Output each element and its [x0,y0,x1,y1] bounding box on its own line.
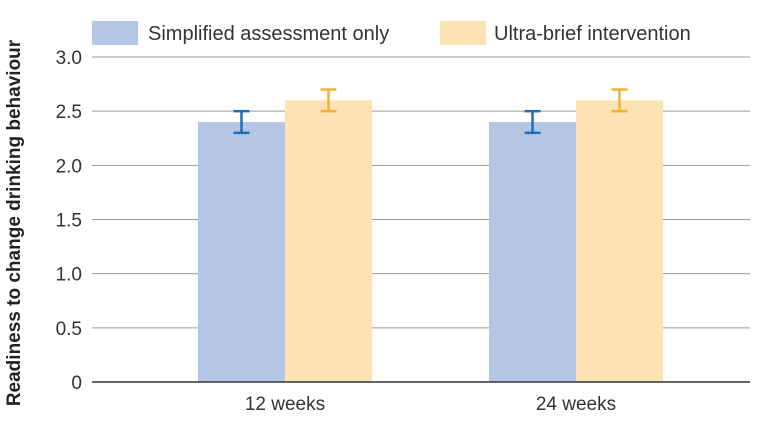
error-bar [524,109,541,135]
y-tick-label: 0 [71,373,82,394]
error-bar [233,109,250,135]
legend-swatch [440,21,486,45]
y-tick-label: 1.0 [56,265,82,286]
y-axis-ticks: 0 0.5 1.0 1.5 2.0 2.5 3.0 [56,48,82,394]
y-tick-label: 3.0 [56,48,82,69]
x-tick-label: 12 weeks [245,394,325,415]
x-axis-labels: 12 weeks 24 weeks [245,394,616,415]
bar [576,100,663,382]
bar [489,122,576,382]
legend-swatch [92,21,138,45]
legend-label: Ultra-brief intervention [494,23,691,45]
legend: Simplified assessment only Ultra-brief in… [92,21,691,45]
error-bar [611,88,628,113]
bars [198,100,663,382]
error-bar [320,88,337,113]
y-axis-title: Readiness to change drinking behaviour [4,39,25,406]
bar [198,122,285,382]
y-tick-label: 0.5 [56,319,82,340]
legend-label: Simplified assessment only [148,23,389,45]
y-tick-label: 2.0 [56,156,82,177]
x-tick-label: 24 weeks [536,394,616,415]
y-axis-title-group: Readiness to change drinking behaviour [4,39,25,406]
y-tick-label: 2.5 [56,102,82,123]
bar [285,100,372,382]
y-tick-label: 1.5 [56,211,82,232]
error-bars [233,88,628,135]
